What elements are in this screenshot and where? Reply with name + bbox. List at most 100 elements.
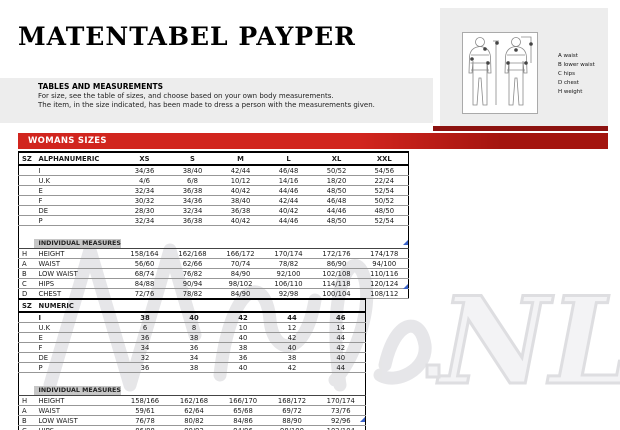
size-value-cell: 42/44 — [264, 195, 313, 206]
sz-cell — [18, 175, 34, 186]
measures-band-label: INDIVIDUAL MEASURES — [33, 239, 121, 249]
measure-value-cell: 120/124 — [360, 278, 409, 289]
spacer-cell — [121, 373, 170, 387]
measure-letter-cell: B — [18, 415, 34, 426]
spacer-cell — [217, 226, 265, 240]
measurement-diagram-panel: A waist B lower waist C hips D chest H weigh… — [440, 8, 608, 126]
size-value-cell: 42 — [316, 342, 366, 353]
measure-value-cell: 162/168 — [168, 248, 217, 259]
size-value-cell: 50/52 — [360, 195, 409, 206]
size-value-cell: 40/42 — [264, 205, 313, 216]
intro-panel: TABLES AND MEASUREMENTS For size, see th… — [0, 78, 433, 123]
size-value-cell: 40/42 — [216, 185, 265, 196]
measure-value-cell: 172/176 — [312, 248, 361, 259]
measure-value-cell: 170/174 — [316, 395, 366, 406]
size-value-cell: 44 — [316, 332, 366, 343]
measure-value-cell: 70/74 — [216, 258, 265, 269]
band-cell — [218, 386, 268, 396]
measure-value-cell: 86/90 — [312, 258, 361, 269]
size-value-cell: 42/44 — [216, 165, 265, 176]
size-value-cell: 18/20 — [312, 175, 361, 186]
country-size-row: I 34/36 38/40 42/44 46/48 50/52 54/56 — [18, 165, 409, 176]
country-size-row: DE 32 34 36 38 40 — [18, 352, 366, 363]
body-measurement-diagram-icon — [468, 36, 533, 106]
measure-name-cell: CHEST — [33, 288, 121, 299]
size-header-cell: XXL — [360, 151, 409, 166]
country-code-cell: DE — [33, 352, 121, 363]
size-value-cell: 38 — [169, 332, 219, 343]
size-value-cell: 14/16 — [264, 175, 313, 186]
size-value-cell: 34 — [120, 342, 170, 353]
country-code-cell: U.K — [33, 322, 121, 333]
size-value-cell: 38 — [169, 362, 219, 373]
measure-value-cell: 98/102 — [216, 278, 265, 289]
measure-value-cell: 158/164 — [120, 248, 169, 259]
size-value-cell: 32 — [120, 352, 170, 363]
country-size-row: P 36 38 40 42 44 — [18, 362, 366, 373]
size-header-cell: XS — [120, 151, 169, 166]
country-size-row: E 32/34 36/38 40/42 44/46 48/50 52/54 — [18, 185, 409, 196]
measure-value-cell: 78/82 — [264, 258, 313, 269]
measure-value-cell: 92/100 — [264, 268, 313, 279]
size-value-cell: 46/48 — [312, 195, 361, 206]
comment-marker-icon — [360, 417, 365, 422]
measure-value-cell: 100/104 — [312, 288, 361, 299]
measure-letter-cell: A — [18, 405, 34, 416]
measure-value-cell: 72/76 — [120, 288, 169, 299]
measure-name-cell: HIPS — [33, 278, 121, 289]
sz-cell — [18, 312, 34, 323]
country-code-cell: P — [33, 362, 121, 373]
size-value-cell: 44/46 — [264, 185, 313, 196]
measure-value-cell: 94/100 — [360, 258, 409, 269]
size-header-cell — [267, 298, 317, 313]
measurement-legend: A waist B lower waist C hips D chest H weigh… — [558, 52, 595, 97]
measure-value-cell: 78/82 — [168, 288, 217, 299]
size-value-cell: 48/50 — [312, 215, 361, 226]
measure-letter-cell: H — [18, 248, 34, 259]
band-cell — [264, 239, 313, 249]
sz-cell — [18, 342, 34, 353]
band-cell — [120, 239, 169, 249]
size-value-cell: 10 — [218, 322, 268, 333]
spacer-cell — [19, 373, 34, 387]
measure-name-cell: HIPS — [33, 425, 121, 430]
band-cell — [360, 239, 409, 249]
numeric-size-table: SZ NUMERIC I 38 40 42 44 46 U.K 6 8 10 12 14 E 36 38 40 42… — [18, 298, 366, 430]
measure-letter-cell: B — [18, 268, 34, 279]
country-size-row: F 34 36 38 40 42 — [18, 342, 366, 353]
measure-row: B LOW WAIST 68/74 76/82 84/90 92/100 102/108 11… — [18, 268, 409, 279]
size-value-cell: 30/32 — [120, 195, 169, 206]
sz-cell — [18, 165, 34, 176]
spacer-cell — [268, 373, 317, 387]
size-value-cell: 8 — [169, 322, 219, 333]
country-size-row: I 38 40 42 44 46 — [18, 312, 366, 323]
band-cell — [316, 386, 366, 396]
legend-item: C hips — [558, 71, 575, 77]
size-value-cell: 38/40 — [216, 195, 265, 206]
intro-line-2: The item, in the size indicated, has bee… — [38, 101, 375, 109]
size-value-cell: 46/48 — [264, 165, 313, 176]
sz-cell — [18, 386, 34, 396]
measure-value-cell: 69/72 — [267, 405, 317, 416]
measure-row: H HEIGHT 158/164 162/168 166/172 170/174 172/1… — [18, 248, 409, 259]
band-cell — [120, 386, 170, 396]
sz-cell — [18, 185, 34, 196]
size-value-cell: 38 — [267, 352, 317, 363]
size-value-cell: 22/24 — [360, 175, 409, 186]
country-size-row: P 32/34 36/38 40/42 44/46 48/50 52/54 — [18, 215, 409, 226]
measure-value-cell: 92/98 — [264, 288, 313, 299]
measure-letter-cell: C — [18, 278, 34, 289]
size-value-cell: 34/36 — [168, 195, 217, 206]
spacer-cell — [19, 226, 34, 240]
size-value-cell: 54/56 — [360, 165, 409, 176]
size-value-cell: 32/34 — [120, 215, 169, 226]
measure-row: B LOW WAIST 76/78 80/82 84/86 88/90 92/96 — [18, 415, 366, 426]
sz-cell — [18, 195, 34, 206]
measure-letter-cell: C — [18, 425, 34, 430]
country-code-cell: E — [33, 332, 121, 343]
red-divider — [433, 126, 608, 131]
measure-value-cell: 92/96 — [316, 415, 366, 426]
band-cell — [267, 386, 317, 396]
intro-line-1: For size, see the table of sizes, and ch… — [38, 91, 334, 100]
